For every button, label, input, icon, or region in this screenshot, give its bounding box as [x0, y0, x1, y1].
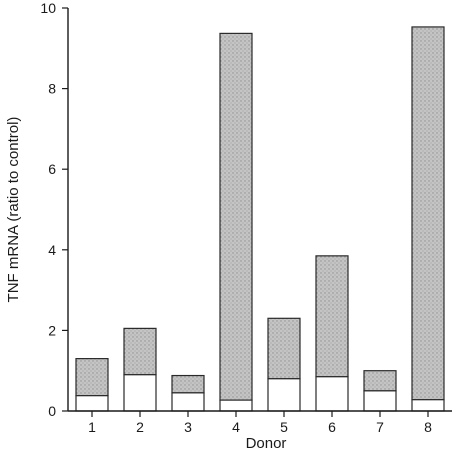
- bar-segment-lower: [219, 399, 253, 412]
- bar-segment-upper: [315, 255, 349, 378]
- bar-segment-upper: [411, 26, 445, 401]
- bar-segment-upper: [123, 327, 157, 376]
- y-tick-label: 2: [48, 322, 56, 338]
- x-tick-label: 7: [376, 419, 384, 435]
- y-tick-label: 6: [48, 161, 56, 177]
- y-tick-label: 8: [48, 81, 56, 97]
- bar-segment-upper: [267, 317, 301, 380]
- bar-segment-lower: [171, 392, 205, 412]
- y-tick-label: 0: [48, 403, 56, 419]
- x-tick-label: 1: [88, 419, 96, 435]
- y-axis-ticks: 0 2 4 6 8 10: [40, 0, 68, 419]
- x-tick-label: 4: [232, 419, 240, 435]
- bar-segment-lower: [75, 395, 109, 412]
- bar-segment-upper: [75, 358, 109, 397]
- x-axis-title: Donor: [246, 435, 287, 452]
- x-tick-label: 5: [280, 419, 288, 435]
- bar-segment-lower: [315, 376, 349, 412]
- x-axis-ticks: 1 2 3 4 5 6 7 8: [88, 411, 432, 435]
- bar-segment-upper: [171, 374, 205, 394]
- x-tick-label: 8: [424, 419, 432, 435]
- x-tick-label: 3: [184, 419, 192, 435]
- x-tick-label: 6: [328, 419, 336, 435]
- x-tick-label: 2: [136, 419, 144, 435]
- y-tick-label: 4: [48, 242, 56, 258]
- bar-segment-upper: [219, 32, 253, 401]
- bar-segment-lower: [267, 378, 301, 412]
- y-tick-label: 10: [40, 0, 56, 16]
- y-axis-title: TNF mRNA (ratio to control): [5, 117, 22, 303]
- bars: [75, 26, 445, 412]
- bar-segment-lower: [411, 399, 445, 412]
- bar-segment-upper: [363, 370, 397, 392]
- bar-segment-lower: [123, 374, 157, 412]
- bar-segment-lower: [363, 390, 397, 412]
